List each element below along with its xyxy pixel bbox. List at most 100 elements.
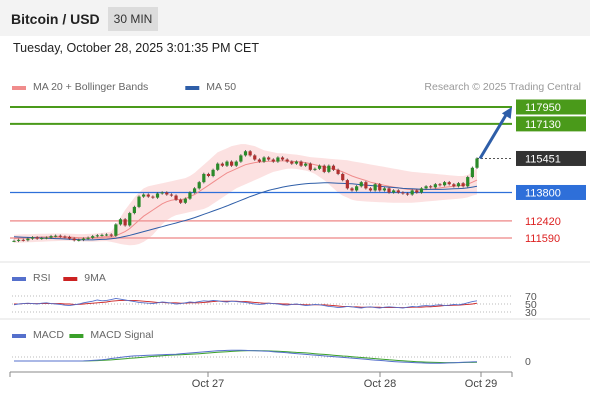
candle-body <box>188 192 192 199</box>
candle-body <box>257 159 261 162</box>
candle-body <box>169 194 174 196</box>
candle-body <box>179 199 183 203</box>
candle-body <box>72 238 76 241</box>
candle-body <box>475 158 479 168</box>
legend-label: 9MA <box>84 272 106 284</box>
candle-body <box>248 151 252 156</box>
candle-body <box>192 188 197 193</box>
candle-body <box>424 186 428 189</box>
candle-body <box>95 235 99 237</box>
candle-body <box>355 186 359 191</box>
candle-body <box>91 236 95 238</box>
candle-body <box>308 163 312 170</box>
timeframe-badge[interactable]: 30 MIN <box>108 7 158 31</box>
candle-body <box>128 213 132 226</box>
candle-body <box>123 219 127 226</box>
candle-body <box>165 192 169 195</box>
legend-swatch <box>12 86 26 90</box>
candle-body <box>104 234 109 236</box>
legend-swatch <box>12 334 26 338</box>
candle-body <box>54 235 58 237</box>
candle-body <box>456 183 461 187</box>
legend-label: RSI <box>33 272 51 284</box>
candle-body <box>350 188 354 191</box>
ma50-line <box>13 182 478 241</box>
candle-body <box>410 190 414 195</box>
target-arrow-shaft <box>478 114 508 160</box>
header-bar: Bitcoin / USD 30 MIN <box>0 0 590 36</box>
candle-body <box>174 195 178 200</box>
candle-body <box>285 159 289 162</box>
candle-body <box>387 188 391 193</box>
candle-body <box>336 169 340 174</box>
rsi-tick-label: 30 <box>525 307 537 319</box>
candle-body <box>313 168 317 170</box>
candle-body <box>382 188 387 191</box>
candle-body <box>419 188 424 193</box>
support-label: 112420 <box>525 216 561 228</box>
candle-body <box>345 180 349 189</box>
candle-body <box>447 182 451 185</box>
candle-body <box>44 237 49 239</box>
candle-body <box>341 173 345 181</box>
resistance-label-bg <box>516 99 586 115</box>
candle-body <box>304 163 308 166</box>
price-legend: MA 20 + Bollinger Bands MA 50 <box>12 81 236 93</box>
candle-body <box>392 190 396 193</box>
legend-swatch <box>63 277 78 281</box>
candle-body <box>26 238 30 241</box>
candle-body <box>109 234 113 236</box>
candle-body <box>137 196 141 207</box>
x-tick-label: Oct 27 <box>192 378 224 390</box>
candle-body <box>262 157 266 162</box>
candle-body <box>146 194 150 197</box>
candle-body <box>77 239 81 241</box>
rsi-line <box>13 297 478 309</box>
candle-body <box>327 165 331 172</box>
candle-body <box>230 161 234 166</box>
legend-label: MA 50 <box>206 81 236 93</box>
candle-body <box>206 173 211 177</box>
candle-body <box>299 161 303 166</box>
macd-legend: MACD MACD Signal <box>12 329 153 341</box>
x-axis: Oct 27 Oct 28 Oct 29 <box>9 371 513 390</box>
candle-body <box>30 237 35 239</box>
last-price-label: 115451 <box>525 153 561 165</box>
candle-body <box>378 184 382 191</box>
macd-line <box>14 349 478 364</box>
rsi-tick-label: 50 <box>525 299 537 311</box>
candle-body <box>317 165 322 169</box>
candle-body <box>142 194 146 197</box>
candle-body <box>267 157 271 160</box>
candle-body <box>253 155 257 160</box>
candle-body <box>442 182 447 186</box>
candle-body <box>290 161 294 164</box>
candle-body <box>401 192 405 194</box>
candle-body <box>429 186 433 188</box>
candle-body <box>49 236 53 238</box>
candle-body <box>35 237 39 239</box>
x-tick-label: Oct 29 <box>465 378 497 390</box>
candle-body <box>220 163 224 166</box>
rsi-tick-label: 70 <box>525 291 537 303</box>
candle-body <box>58 235 62 237</box>
candle-body <box>243 151 248 156</box>
legend-swatch <box>12 277 26 281</box>
rsi-9ma-line <box>14 299 478 309</box>
candle-body <box>359 182 363 187</box>
macd-panel: 0 <box>12 349 531 368</box>
legend-swatch <box>69 334 84 338</box>
candle-body <box>160 192 164 194</box>
pivot-label: 113800 <box>525 187 561 199</box>
candle-body <box>331 165 336 170</box>
candle-body <box>40 238 44 239</box>
resistance-label: 117950 <box>525 102 561 114</box>
legend-label: MA 20 + Bollinger Bands <box>33 81 148 93</box>
candle-body <box>415 190 419 193</box>
candle-body <box>276 157 280 162</box>
macd-tick-label: 0 <box>525 356 531 368</box>
timestamp: Tuesday, October 28, 2025 3:01:35 PM CET <box>13 41 259 55</box>
candle-body <box>470 167 474 178</box>
